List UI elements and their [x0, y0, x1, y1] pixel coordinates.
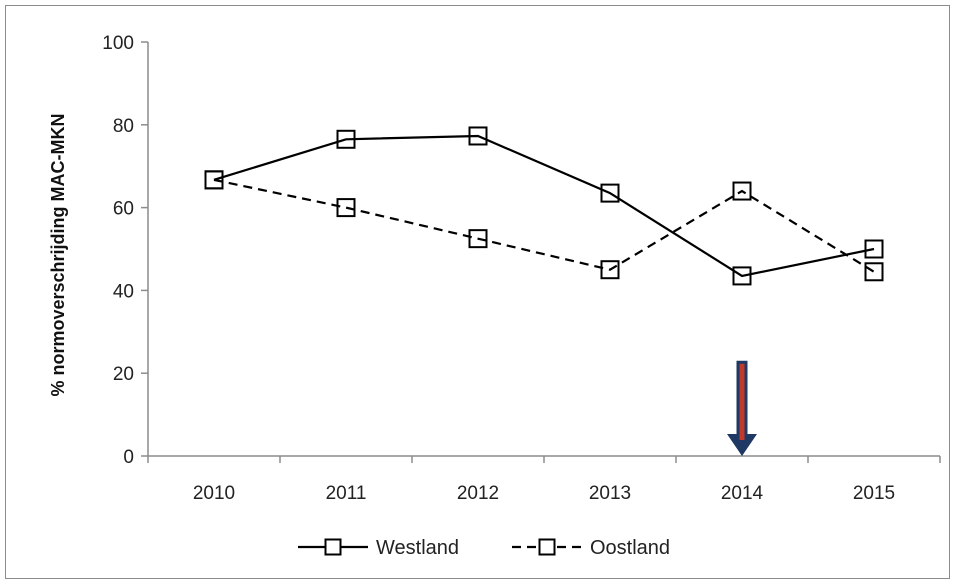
data-point-westland [336, 129, 356, 149]
series-line-westland [213, 134, 875, 278]
x-tick-label: 2014 [721, 483, 764, 504]
series-westland [204, 126, 884, 286]
legend-label: Oostland [590, 537, 670, 559]
y-tick-label: 80 [113, 116, 134, 137]
y-axis-label: % normoverschrijding MAC-MKN [48, 113, 68, 396]
series-layer [204, 126, 884, 286]
annotation-layer [727, 360, 757, 456]
data-point-oostland [864, 262, 884, 282]
series-line-oostland [213, 178, 875, 273]
data-point-oostland [600, 260, 620, 280]
y-tick-label: 40 [113, 281, 134, 302]
legend-swatch-marker [538, 538, 556, 556]
arrow-annotation [727, 360, 757, 456]
data-point-westland [468, 126, 488, 146]
x-tick-label: 2013 [589, 483, 631, 504]
data-point-westland [732, 266, 752, 286]
legend-item-oostland: Oostland [512, 537, 670, 559]
legend-item-westland: Westland [298, 537, 459, 559]
x-tick-label: 2010 [193, 483, 235, 504]
x-tick-label: 2015 [853, 483, 895, 504]
data-point-oostland [204, 170, 224, 190]
data-point-oostland [336, 198, 356, 218]
y-tick-label: 100 [102, 33, 134, 54]
series-oostland [204, 170, 884, 282]
data-point-westland [600, 183, 620, 203]
axes [147, 42, 940, 457]
x-axis-ticks: 2010 2011 2012 2013 2014 2015 [147, 456, 941, 504]
y-tick-label: 0 [123, 447, 134, 468]
x-tick-label: 2011 [326, 483, 367, 504]
legend: Westland Oostland [298, 537, 670, 559]
data-point-oostland [732, 181, 752, 201]
arrow-core [739, 363, 745, 440]
legend-label: Westland [376, 537, 459, 559]
y-axis-ticks: 0 20 40 60 80 100 [102, 33, 148, 468]
data-point-westland [864, 239, 884, 259]
y-tick-label: 20 [113, 364, 134, 385]
data-point-oostland [468, 229, 488, 249]
x-tick-label: 2012 [457, 483, 499, 504]
chart-frame [5, 5, 950, 579]
legend-swatch-marker [324, 538, 342, 556]
y-tick-label: 60 [113, 199, 134, 220]
